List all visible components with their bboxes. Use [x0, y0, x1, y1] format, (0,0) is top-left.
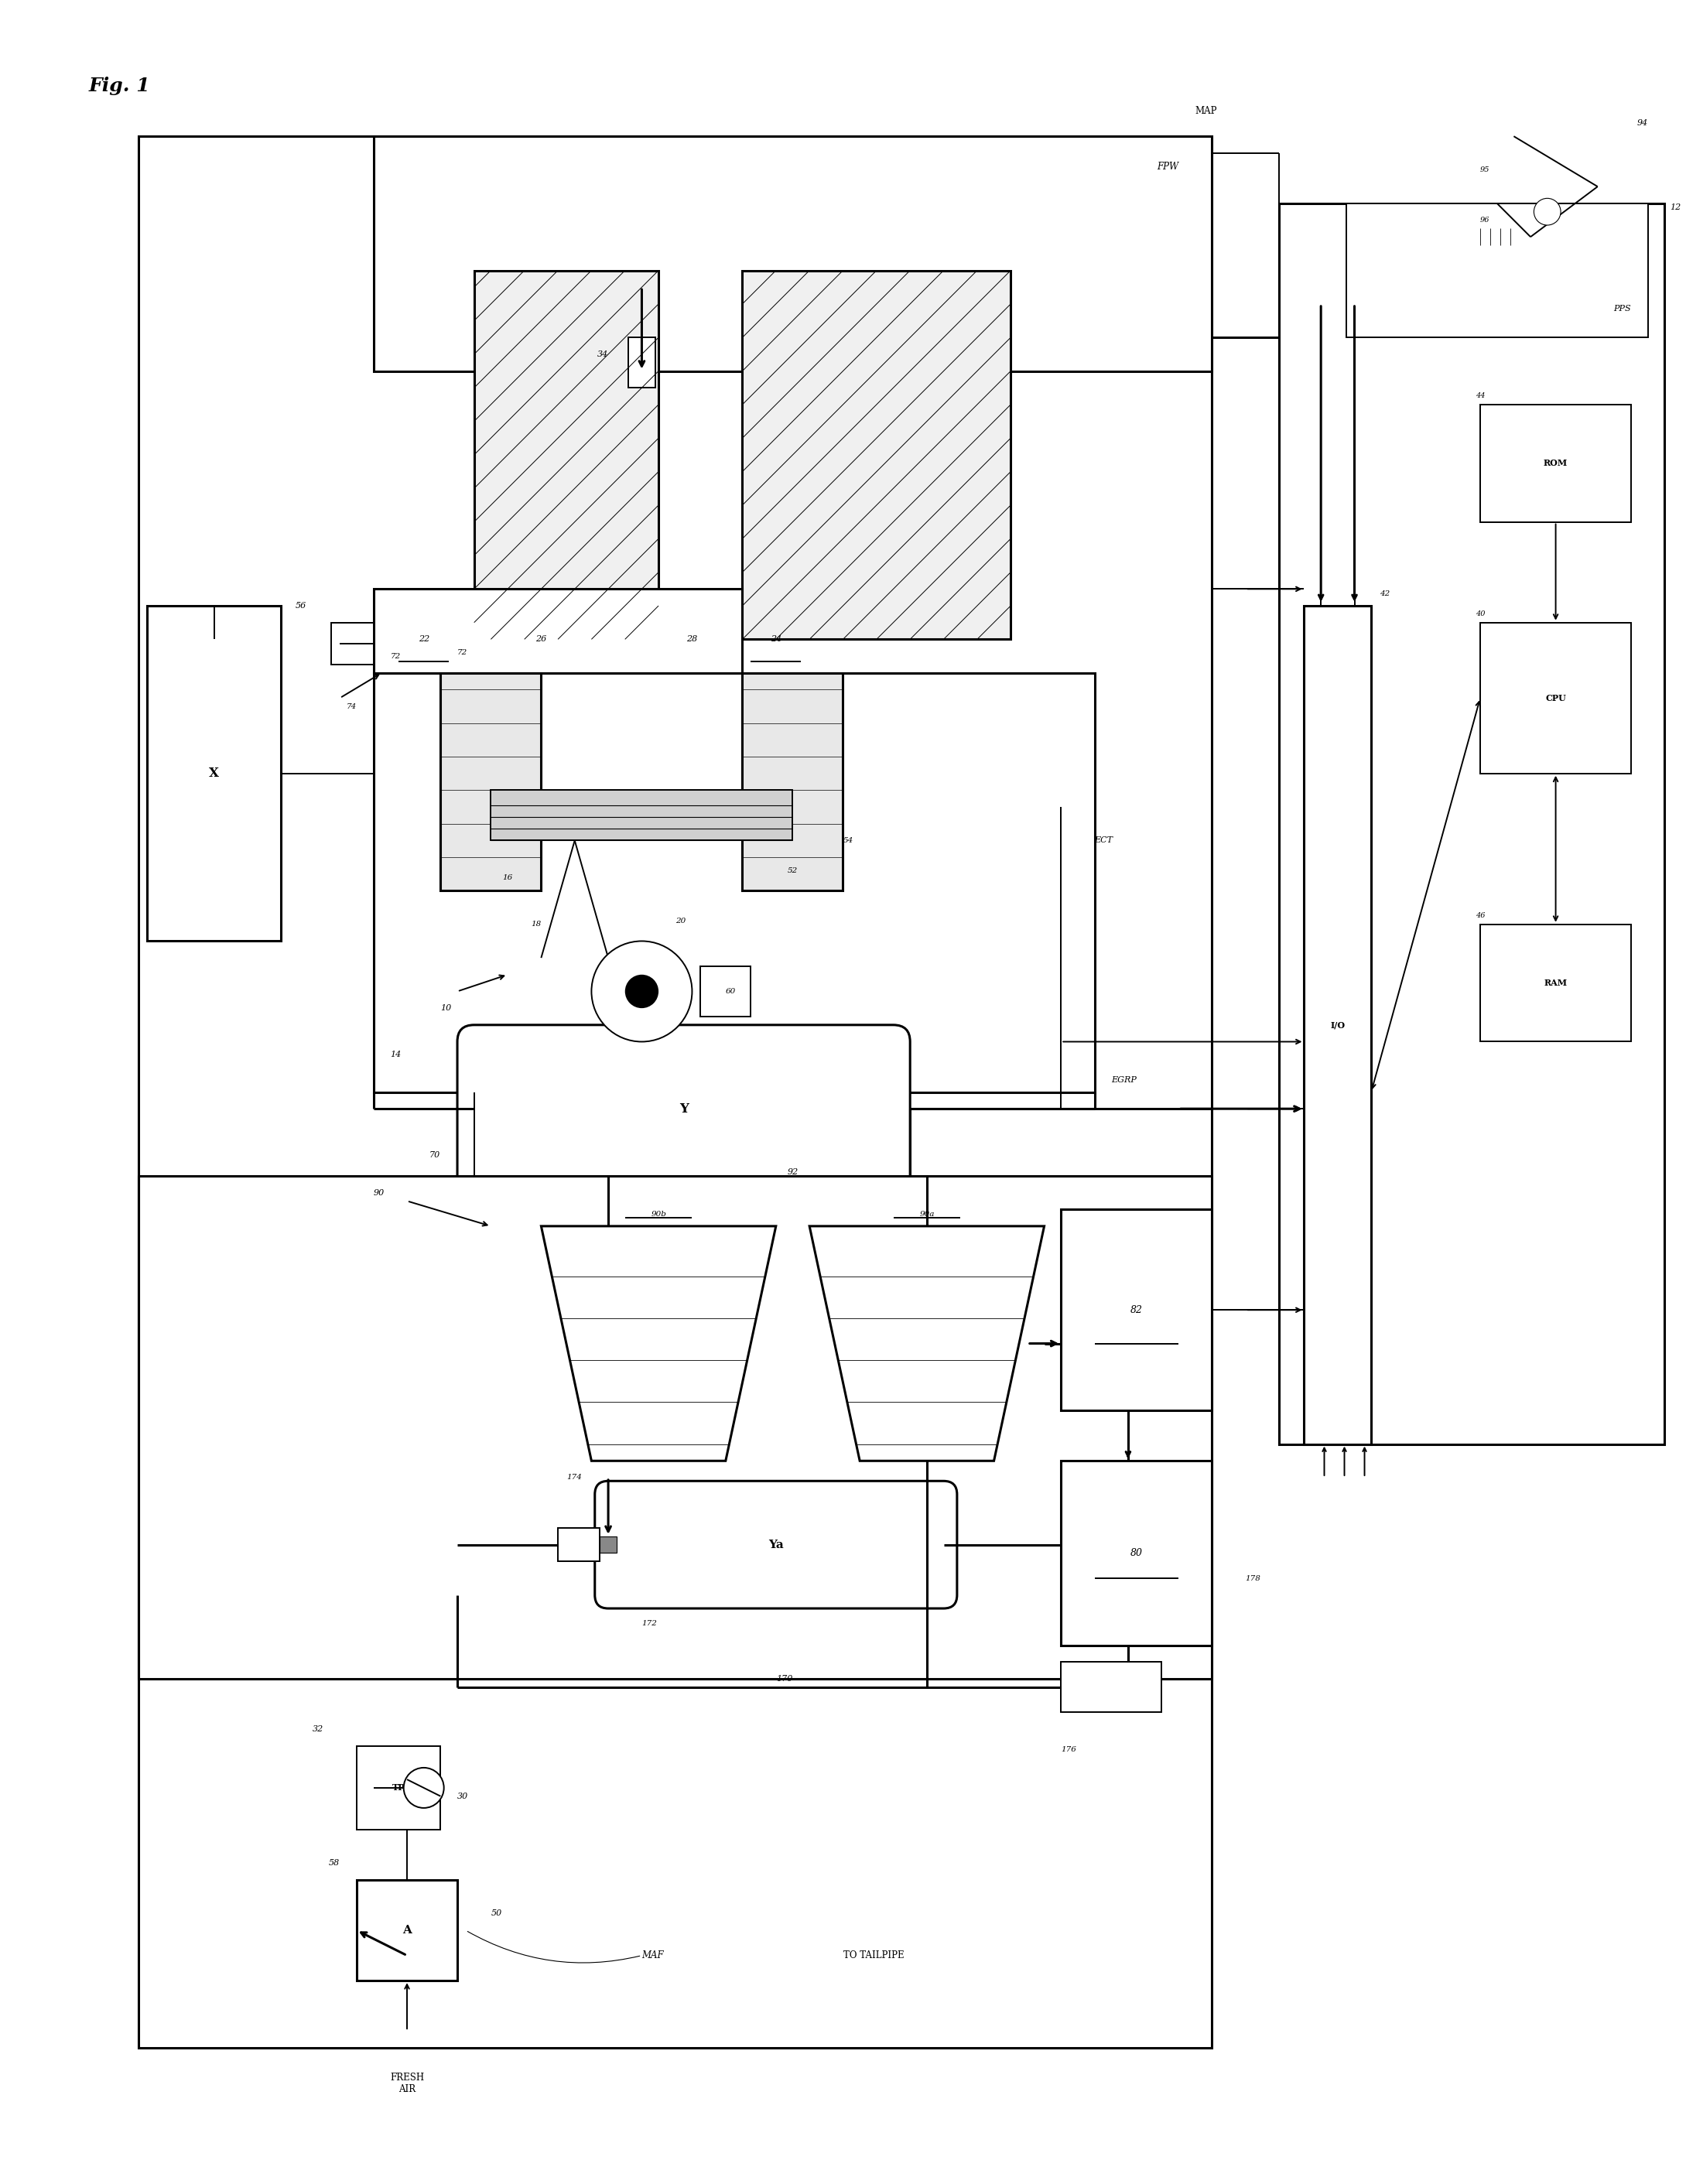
Bar — [374, 135, 1212, 371]
Text: 32: 32 — [312, 1725, 324, 1734]
Polygon shape — [541, 1225, 776, 1461]
Bar — [357, 1745, 440, 1830]
Text: 40: 40 — [1475, 612, 1485, 618]
Bar — [491, 791, 792, 841]
Text: ECT: ECT — [1094, 836, 1113, 845]
Text: A: A — [403, 1924, 411, 1935]
Text: 10: 10 — [440, 1005, 452, 1011]
Text: 70: 70 — [430, 1151, 440, 1160]
Bar — [147, 605, 282, 941]
Text: X: X — [209, 767, 219, 780]
Text: 92: 92 — [787, 1168, 797, 1175]
Text: 24: 24 — [771, 636, 781, 642]
Circle shape — [592, 941, 691, 1042]
Text: Fig. 1: Fig. 1 — [88, 76, 150, 96]
Text: 14: 14 — [389, 1051, 401, 1059]
Bar — [600, 1535, 617, 1553]
Text: TP: TP — [393, 1784, 405, 1793]
Text: 50: 50 — [491, 1909, 502, 1918]
Bar — [742, 271, 1010, 640]
Text: 90b: 90b — [651, 1210, 666, 1219]
Bar — [700, 965, 750, 1016]
Text: Ya: Ya — [769, 1540, 784, 1551]
Text: 174: 174 — [566, 1474, 582, 1481]
Text: 60: 60 — [725, 987, 735, 996]
Bar — [1060, 1461, 1212, 1645]
Text: PPS: PPS — [1614, 304, 1630, 312]
Bar — [742, 673, 843, 891]
Text: FPW: FPW — [1157, 162, 1179, 173]
Text: 42: 42 — [1379, 590, 1389, 598]
Text: EGRP: EGRP — [1111, 1077, 1136, 1083]
Text: 34: 34 — [597, 349, 609, 358]
Text: 90: 90 — [374, 1188, 384, 1197]
Text: 72: 72 — [389, 653, 401, 660]
Text: MAF: MAF — [642, 1950, 664, 1961]
Text: 80: 80 — [1130, 1548, 1143, 1557]
Bar — [138, 135, 1212, 2049]
Text: 52: 52 — [787, 867, 797, 874]
Text: 176: 176 — [1060, 1745, 1076, 1754]
Text: MAP: MAP — [1195, 107, 1217, 116]
Text: 178: 178 — [1246, 1575, 1261, 1581]
Text: 58: 58 — [329, 1859, 341, 1867]
Text: 72: 72 — [457, 649, 467, 655]
FancyBboxPatch shape — [595, 1481, 958, 1607]
Polygon shape — [809, 1225, 1044, 1461]
Text: CPU: CPU — [1546, 695, 1566, 703]
Bar — [1305, 605, 1371, 1444]
Bar — [1280, 203, 1664, 1444]
FancyBboxPatch shape — [457, 1024, 910, 1192]
Text: 54: 54 — [843, 836, 853, 843]
Text: 26: 26 — [536, 636, 546, 642]
Text: 18: 18 — [531, 922, 541, 928]
Circle shape — [1534, 199, 1561, 225]
Circle shape — [403, 1767, 443, 1808]
Text: 44: 44 — [1475, 393, 1485, 400]
Text: 90a: 90a — [919, 1210, 934, 1219]
Bar — [1060, 1210, 1212, 1411]
Text: ROM: ROM — [1544, 459, 1568, 467]
Text: 12: 12 — [1669, 203, 1681, 212]
Text: 96: 96 — [1480, 216, 1490, 223]
Text: 16: 16 — [502, 874, 513, 880]
Bar — [1345, 203, 1647, 339]
Bar — [558, 1529, 600, 1562]
Text: RAM: RAM — [1544, 978, 1568, 987]
Bar — [440, 673, 541, 891]
Circle shape — [626, 974, 659, 1009]
Text: 172: 172 — [642, 1621, 658, 1627]
Text: 170: 170 — [776, 1675, 792, 1682]
Text: I/O: I/O — [1330, 1020, 1345, 1029]
Bar — [1480, 404, 1630, 522]
Bar — [374, 673, 1094, 1092]
Text: TO TAILPIPE: TO TAILPIPE — [843, 1950, 904, 1961]
Bar — [332, 622, 374, 664]
Bar — [357, 1880, 457, 1981]
Bar — [629, 339, 656, 389]
Bar — [742, 271, 1010, 640]
Bar — [138, 1175, 1212, 1679]
Bar — [1480, 924, 1630, 1042]
Text: 94: 94 — [1637, 120, 1647, 127]
Bar — [474, 271, 659, 640]
Bar — [1480, 622, 1630, 773]
Text: 22: 22 — [418, 636, 430, 642]
Text: Y: Y — [679, 1103, 688, 1116]
Text: 95: 95 — [1480, 166, 1490, 173]
Text: 30: 30 — [457, 1793, 469, 1800]
Text: 46: 46 — [1475, 913, 1485, 919]
Text: 74: 74 — [346, 703, 357, 710]
Bar — [474, 271, 659, 640]
Bar — [1060, 1662, 1162, 1712]
Text: 28: 28 — [686, 636, 698, 642]
Bar — [374, 590, 742, 673]
Text: 20: 20 — [676, 917, 686, 924]
Text: 56: 56 — [295, 603, 307, 609]
Text: FRESH
AIR: FRESH AIR — [389, 2073, 425, 2094]
Text: 82: 82 — [1130, 1306, 1143, 1315]
